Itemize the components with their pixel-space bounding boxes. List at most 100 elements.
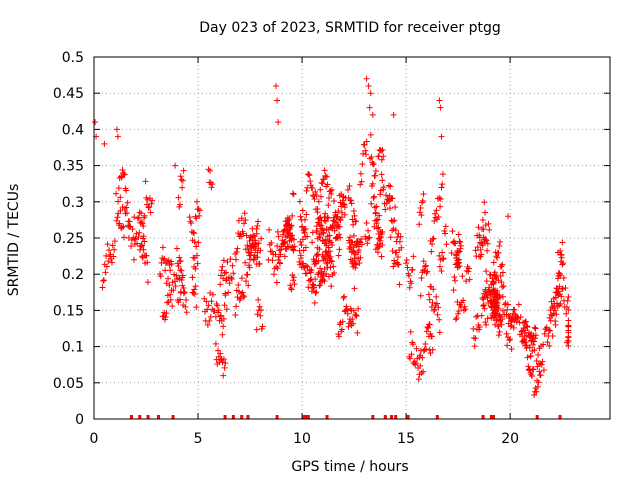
data-point	[299, 223, 306, 230]
data-point	[460, 307, 467, 314]
data-point	[126, 224, 133, 231]
data-point	[550, 310, 557, 317]
data-point	[228, 274, 235, 281]
data-point	[484, 315, 491, 322]
data-point	[253, 326, 260, 333]
data-point	[312, 188, 319, 195]
data-point	[111, 238, 118, 245]
data-point	[483, 278, 490, 285]
data-point	[531, 392, 538, 399]
data-point	[219, 331, 226, 338]
data-point	[495, 332, 502, 339]
data-point	[528, 371, 535, 378]
data-point	[349, 258, 356, 265]
data-point	[490, 259, 497, 266]
data-point	[220, 356, 227, 363]
data-point	[404, 264, 411, 271]
data-point	[144, 259, 151, 266]
data-point	[462, 306, 469, 313]
data-point	[317, 282, 324, 289]
data-point	[209, 291, 216, 298]
data-point	[419, 354, 426, 361]
data-point	[321, 217, 328, 224]
data-point	[143, 252, 150, 259]
data-point	[375, 224, 382, 231]
data-point	[387, 234, 394, 241]
data-point	[352, 260, 359, 267]
data-point	[297, 261, 304, 268]
data-point	[492, 310, 499, 317]
data-point	[448, 250, 455, 257]
data-point	[106, 247, 113, 254]
data-point	[274, 242, 281, 249]
data-point	[182, 303, 189, 310]
data-point	[277, 246, 284, 253]
data-point	[417, 292, 424, 299]
data-point	[311, 284, 318, 291]
data-point	[164, 299, 171, 306]
data-point	[500, 283, 507, 290]
data-point	[504, 301, 511, 308]
data-point	[348, 200, 355, 207]
data-point	[253, 225, 260, 232]
y-tick-label: 0.05	[53, 376, 84, 392]
data-point	[363, 75, 370, 82]
data-point	[442, 230, 449, 237]
data-point	[336, 333, 343, 340]
data-point	[418, 275, 425, 282]
data-point	[552, 307, 559, 314]
data-point	[350, 221, 357, 228]
data-point	[324, 181, 331, 188]
data-point	[207, 179, 214, 186]
data-point	[309, 239, 316, 246]
data-point	[495, 306, 502, 313]
data-point	[205, 302, 212, 309]
data-point	[291, 243, 298, 250]
data-point	[528, 373, 535, 380]
data-point	[190, 229, 197, 236]
data-point	[100, 277, 107, 284]
data-point	[494, 295, 501, 302]
data-point	[300, 247, 307, 254]
data-point	[427, 330, 434, 337]
data-point	[217, 313, 224, 320]
data-point	[344, 306, 351, 313]
data-point	[459, 273, 466, 280]
data-point	[527, 352, 534, 359]
data-point	[313, 192, 320, 199]
data-point	[162, 314, 169, 321]
data-point	[515, 301, 522, 308]
data-point	[114, 133, 121, 140]
data-point	[217, 281, 224, 288]
data-point	[426, 346, 433, 353]
data-point	[408, 280, 415, 287]
data-point	[483, 268, 490, 275]
data-point	[350, 248, 357, 255]
data-point	[248, 242, 255, 249]
data-point	[394, 234, 401, 241]
data-point	[417, 205, 424, 212]
data-point	[139, 242, 146, 249]
data-point	[364, 240, 371, 247]
data-point	[552, 318, 559, 325]
data-point	[313, 289, 320, 296]
data-point	[278, 243, 285, 250]
data-point	[108, 259, 115, 266]
data-point	[256, 303, 263, 310]
data-point	[425, 324, 432, 331]
data-point	[220, 315, 227, 322]
data-point	[358, 178, 365, 185]
data-point	[420, 368, 427, 375]
data-point	[341, 293, 348, 300]
data-point	[503, 330, 510, 337]
data-point	[221, 302, 228, 309]
data-point	[297, 213, 304, 220]
data-point	[191, 239, 198, 246]
y-tick-label: 0.15	[53, 303, 84, 319]
data-point	[433, 293, 440, 300]
data-point	[351, 255, 358, 262]
data-point	[352, 312, 359, 319]
data-point	[336, 246, 343, 253]
data-point	[424, 268, 431, 275]
data-point	[486, 284, 493, 291]
